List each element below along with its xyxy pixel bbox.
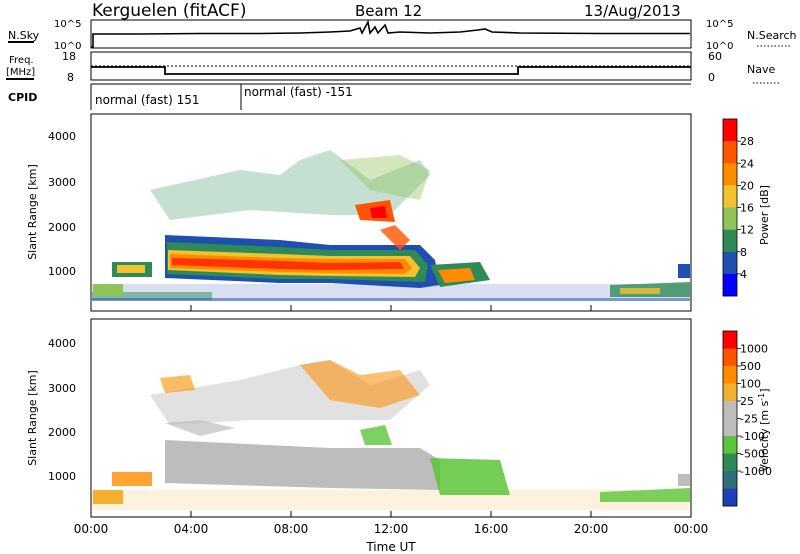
power-tick-4000: 4000 (48, 130, 76, 143)
time-axis-label: Time UT (365, 540, 416, 554)
colorbar-segment (723, 141, 737, 164)
beam-title: Beam 12 (355, 2, 422, 20)
power-ylabel: Slant Range [km] (26, 164, 39, 260)
colorbar-tick-label: -1000 (740, 465, 772, 478)
power-colorbar-label: Power [dB] (758, 185, 771, 245)
colorbar-tick-label: 24 (740, 157, 754, 170)
nsky-tick-top: 10^5 (54, 19, 81, 30)
nsky-tick-bottom: 10^0 (54, 41, 81, 52)
freq-panel: Freq. [MHz] 18 8 60 0 Nave (6, 50, 780, 84)
colorbar-tick-label: -100 (740, 430, 765, 443)
colorbar-tick-label: 25 (740, 395, 754, 408)
station-title: Kerguelen (fitACF) (92, 1, 246, 21)
time-tick-label: 00:00 (674, 522, 709, 536)
freq-label-2: [MHz] (6, 67, 35, 78)
power-tick-2000: 2000 (48, 221, 76, 234)
colorbar-segment (723, 229, 737, 253)
colorbar-segment (723, 453, 737, 472)
freq-tick-top: 18 (62, 50, 76, 63)
colorbar-tick-label: -500 (740, 448, 765, 461)
colorbar-tick-label: 4 (740, 268, 747, 281)
colorbar-tick-label: 1000 (740, 343, 768, 356)
colorbar-tick-label: 16 (740, 202, 754, 215)
nsearch-tick-bottom: 10^0 (706, 41, 733, 52)
colorbar-segment (723, 273, 737, 297)
time-tick-label: 00:00 (74, 522, 109, 536)
nsearch-tick-top: 10^5 (706, 19, 733, 30)
colorbar-tick-label: -25 (740, 413, 758, 426)
cpid-segment-1: normal (fast) 151 (95, 93, 199, 107)
colorbar-segment (723, 185, 737, 208)
colorbar-segment (723, 418, 737, 437)
velocity-tick-3000: 3000 (48, 382, 76, 395)
colorbar-segment (723, 471, 737, 489)
colorbar-tick-label: 20 (740, 179, 754, 192)
colorbar-segment (723, 488, 737, 507)
cpid-panel: CPID normal (fast) 151 normal (fast) -15… (8, 83, 691, 110)
colorbar-tick-label: 500 (740, 360, 761, 373)
colorbar-tick-label: 12 (740, 224, 754, 237)
freq-trace (91, 66, 691, 75)
colorbar-segment (723, 348, 737, 367)
colorbar-segment (723, 331, 737, 349)
velocity-colorbar (722, 330, 738, 507)
cpid-segment-2: normal (fast) -151 (244, 85, 353, 99)
nsearch-label: N.Search (747, 29, 797, 42)
velocity-tick-1000: 1000 (48, 470, 76, 483)
nsky-label: N.Sky (8, 29, 40, 42)
velocity-tick-4000: 4000 (48, 337, 76, 350)
time-tick-label: 04:00 (174, 522, 209, 536)
velocity-colorbar-label: Velocity [m s-1] (757, 388, 771, 471)
velocity-tick-2000: 2000 (48, 426, 76, 439)
colorbar-tick-label: 100 (740, 378, 761, 391)
colorbar-segment (723, 366, 737, 384)
nsky-panel: N.Sky 10^5 10^0 10^5 10^0 N.Search (8, 19, 797, 52)
power-colorbar (722, 118, 738, 297)
nsky-trace (91, 19, 690, 48)
freq-label-1: Freq. (9, 55, 34, 66)
velocity-heatmap (92, 360, 690, 510)
time-tick-label: 08:00 (274, 522, 309, 536)
freq-tick-bottom: 8 (67, 71, 74, 84)
power-heatmap (92, 150, 690, 301)
power-tick-3000: 3000 (48, 176, 76, 189)
colorbar-segment (723, 436, 737, 454)
cpid-label: CPID (8, 91, 37, 104)
colorbar-tick-label: 8 (740, 246, 747, 259)
velocity-panel: 1000 2000 3000 4000 Slant Range [km] Vel… (26, 318, 772, 518)
nave-tick-bottom: 0 (708, 71, 715, 84)
velocity-ylabel: Slant Range [km] (26, 370, 39, 466)
colorbar-tick-label: 28 (740, 135, 754, 148)
colorbar-segment (723, 119, 737, 142)
power-panel: 1000 2000 3000 4000 Slant Range [km] Pow… (26, 113, 771, 312)
date-title: 13/Aug/2013 (584, 2, 681, 20)
time-tick-label: 20:00 (574, 522, 609, 536)
nave-tick-top: 60 (708, 50, 722, 63)
colorbar-segment (723, 251, 737, 275)
time-tick-label: 12:00 (374, 522, 409, 536)
colorbar-segment (723, 401, 737, 419)
time-axis: 00:00 04:00 08:00 12:00 16:00 20:00 00:00 (74, 305, 709, 536)
power-tick-1000: 1000 (48, 265, 76, 278)
time-tick-label: 16:00 (474, 522, 509, 536)
nave-label: Nave (747, 63, 775, 76)
colorbar-segment (723, 207, 737, 230)
colorbar-segment (723, 163, 737, 186)
colorbar-segment (723, 383, 737, 402)
